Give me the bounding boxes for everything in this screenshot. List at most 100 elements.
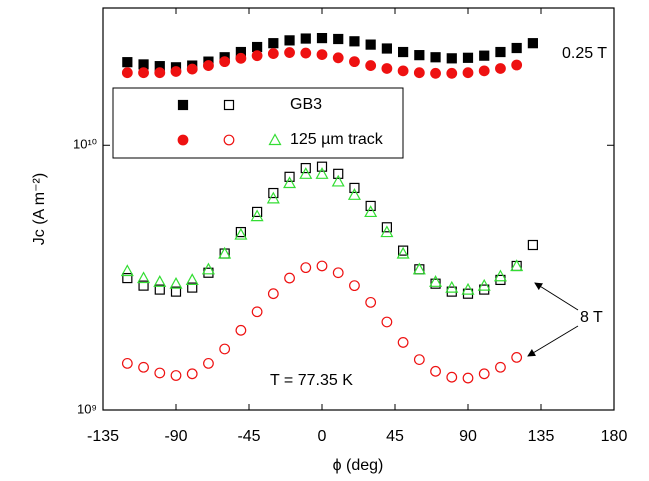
point (266, 191, 280, 204)
legend-label: GB3 (290, 96, 322, 113)
point (268, 38, 279, 49)
point (219, 343, 231, 355)
point (347, 188, 361, 200)
point (138, 361, 149, 373)
x-tick-label: 180 (601, 428, 628, 445)
annotation: T = 77.35 K (270, 372, 353, 389)
point (527, 38, 538, 49)
point (252, 41, 263, 53)
point (527, 239, 538, 251)
point (462, 67, 474, 79)
point (154, 67, 166, 79)
x-tick-label: 0 (318, 428, 327, 445)
point (153, 275, 167, 287)
point (365, 200, 376, 212)
point (511, 352, 523, 363)
point (445, 280, 459, 293)
point (235, 52, 247, 64)
y-tick-label: 10¹⁰ (73, 137, 97, 152)
annotation: 8 T (580, 309, 603, 326)
point (430, 52, 441, 63)
point (120, 264, 134, 277)
point (511, 59, 523, 71)
point (169, 276, 183, 289)
point (170, 370, 182, 381)
point (381, 222, 392, 233)
point (430, 365, 441, 377)
legend-marker (268, 133, 282, 146)
point (284, 272, 295, 284)
legend-label: 125 µm track (290, 131, 384, 148)
point (316, 260, 328, 272)
point (365, 60, 377, 71)
point (201, 262, 215, 275)
point (283, 176, 297, 189)
point (398, 245, 409, 256)
point (332, 267, 344, 279)
point (137, 271, 151, 284)
point (235, 324, 247, 336)
point (511, 42, 522, 54)
point (219, 56, 231, 68)
point (446, 371, 458, 383)
point (332, 52, 344, 64)
point (154, 367, 166, 379)
point (397, 65, 409, 77)
point (462, 52, 474, 63)
point (381, 316, 393, 328)
point (349, 280, 360, 292)
legend-marker (223, 99, 235, 111)
point (331, 174, 345, 187)
point (381, 63, 393, 74)
point (186, 368, 198, 380)
point (299, 167, 313, 179)
point (412, 262, 426, 275)
point (478, 368, 490, 380)
point (252, 206, 263, 218)
point (398, 46, 409, 58)
point (479, 50, 490, 61)
point (122, 272, 133, 284)
x-axis-label: ϕ (deg) (333, 457, 384, 474)
point (381, 43, 392, 54)
point (333, 168, 344, 179)
point (414, 50, 425, 61)
point (365, 39, 376, 50)
point (251, 306, 263, 318)
point (430, 67, 441, 79)
point (170, 286, 182, 297)
x-tick-label: 135 (528, 428, 555, 445)
point (250, 209, 264, 222)
point (218, 246, 232, 259)
point (364, 205, 378, 218)
point (316, 32, 328, 44)
point (493, 269, 507, 282)
point (446, 67, 458, 79)
point (300, 47, 312, 59)
point (380, 225, 394, 238)
point (235, 226, 246, 238)
point (413, 354, 425, 366)
point (446, 53, 457, 64)
point (138, 280, 149, 291)
point (349, 56, 360, 68)
x-tick-label: -135 (87, 428, 119, 445)
point (186, 63, 198, 75)
point (495, 361, 506, 373)
point (267, 48, 279, 59)
point (121, 67, 133, 79)
point (461, 282, 475, 295)
point (267, 288, 279, 300)
point (187, 282, 198, 293)
point (121, 357, 133, 369)
arrow (527, 325, 579, 357)
point (495, 46, 506, 58)
arrow (534, 282, 579, 311)
point (284, 171, 295, 182)
legend-marker (223, 134, 235, 146)
plot-frame (102, 7, 615, 411)
point (365, 296, 377, 308)
point (316, 49, 328, 61)
point (349, 36, 360, 47)
